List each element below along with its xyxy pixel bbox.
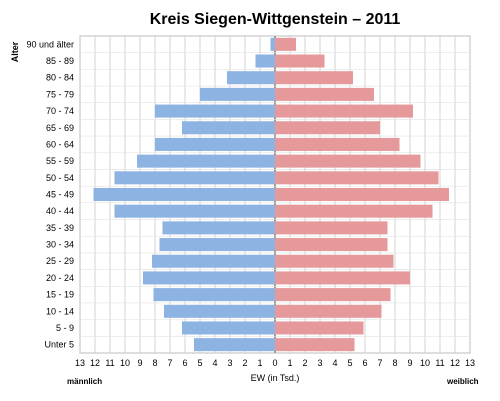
x-tick-label: 8 xyxy=(392,358,397,368)
bar-male xyxy=(227,71,275,85)
x-tick-label: 9 xyxy=(137,358,142,368)
y-category-label: 75 - 79 xyxy=(46,89,74,99)
x-tick-label: 13 xyxy=(465,358,475,368)
x-tick-label: 5 xyxy=(347,358,352,368)
x-tick-label: 0 xyxy=(272,358,277,368)
y-category-label: 70 - 74 xyxy=(46,106,74,116)
y-category-label: 55 - 59 xyxy=(46,156,74,166)
bar-female xyxy=(275,204,433,218)
bar-female xyxy=(275,221,388,235)
y-category-labels: 90 und älter 85 - 89 80 - 84 75 - 79 70 - 74… xyxy=(26,39,74,349)
bar-female xyxy=(275,54,325,68)
x-tick-label: 7 xyxy=(167,358,172,368)
bar-male xyxy=(182,121,275,135)
bar-male xyxy=(114,171,275,185)
x-tick-label: 7 xyxy=(377,358,382,368)
bar-female xyxy=(275,187,449,202)
x-tick-label: 5 xyxy=(197,358,202,368)
x-tick-label: 10 xyxy=(420,358,430,368)
bar-male xyxy=(200,87,275,101)
x-tick-label: 6 xyxy=(362,358,367,368)
x-tick-label: 2 xyxy=(302,358,307,368)
y-category-label: 35 - 39 xyxy=(46,223,74,233)
bar-female xyxy=(275,154,421,168)
x-tick-label: 11 xyxy=(435,358,444,368)
bar-male xyxy=(270,37,275,51)
bar-female xyxy=(275,171,439,185)
x-tick-labels: 13 12 11 10 9 8 7 6 5 4 3 2 1 0 1 2 3 4 5 6 7 8 9 10 11 12 13 xyxy=(75,358,475,368)
x-tick-label: 12 xyxy=(450,358,460,368)
y-category-label: 10 - 14 xyxy=(46,306,74,316)
bar-female xyxy=(275,321,364,335)
y-category-label: 85 - 89 xyxy=(46,56,74,66)
y-category-label: 45 - 49 xyxy=(46,190,74,200)
bar-male xyxy=(143,271,275,285)
bar-female xyxy=(275,288,391,302)
chart-title: Kreis Siegen-Wittgenstein – 2011 xyxy=(150,11,401,28)
bar-male xyxy=(114,204,275,218)
x-tick-label: 8 xyxy=(152,358,157,368)
bar-male xyxy=(255,54,275,68)
male-side-label: männlich xyxy=(67,377,102,386)
bar-male xyxy=(162,221,275,235)
bar-female xyxy=(275,87,374,101)
bar-male xyxy=(155,137,275,151)
bar-female xyxy=(275,71,353,85)
y-category-label: 65 - 69 xyxy=(46,123,74,133)
y-category-label: 30 - 34 xyxy=(46,240,74,250)
x-tick-label: 6 xyxy=(182,358,187,368)
x-tick-label: 4 xyxy=(332,358,337,368)
bar-female xyxy=(275,338,355,352)
y-category-label: 90 und älter xyxy=(26,39,74,49)
y-category-label: 50 - 54 xyxy=(46,173,74,183)
x-tick-label: 4 xyxy=(212,358,217,368)
bar-female xyxy=(275,121,380,135)
y-category-label: 40 - 44 xyxy=(46,206,74,216)
x-tick-label: 1 xyxy=(287,358,292,368)
bar-female xyxy=(275,137,400,151)
bar-female xyxy=(275,254,394,268)
bar-male xyxy=(164,304,275,318)
y-category-label: 15 - 19 xyxy=(46,290,74,300)
y-axis-label: Alter xyxy=(10,41,20,62)
bar-male xyxy=(137,154,275,168)
bar-male xyxy=(159,238,275,252)
bar-female xyxy=(275,104,413,118)
bar-female xyxy=(275,271,410,285)
bar-female xyxy=(275,37,296,51)
x-tick-label: 11 xyxy=(105,358,114,368)
bar-male xyxy=(182,321,275,335)
bars-group xyxy=(93,37,449,352)
bar-male xyxy=(93,187,275,202)
x-tick-label: 3 xyxy=(227,358,232,368)
x-tick-label: 13 xyxy=(75,358,85,368)
bar-female xyxy=(275,238,388,252)
x-tick-label: 3 xyxy=(317,358,322,368)
bar-male xyxy=(153,288,275,302)
y-category-label: 5 - 9 xyxy=(56,323,74,333)
x-tick-label: 9 xyxy=(407,358,412,368)
x-tick-label: 10 xyxy=(120,358,130,368)
bar-male xyxy=(155,104,275,118)
x-tick-label: 1 xyxy=(257,358,262,368)
y-category-label: 20 - 24 xyxy=(46,273,74,283)
y-category-label: 25 - 29 xyxy=(46,256,74,266)
bar-male xyxy=(152,254,275,268)
x-axis-label: EW (in Tsd.) xyxy=(251,373,300,383)
x-tick-label: 12 xyxy=(90,358,100,368)
bar-female xyxy=(275,304,382,318)
y-category-label: 80 - 84 xyxy=(46,73,74,83)
x-tick-label: 2 xyxy=(242,358,247,368)
y-category-label: Unter 5 xyxy=(44,340,74,350)
female-side-label: weiblich xyxy=(446,377,479,386)
bar-male xyxy=(194,338,275,352)
y-category-label: 60 - 64 xyxy=(46,139,74,149)
